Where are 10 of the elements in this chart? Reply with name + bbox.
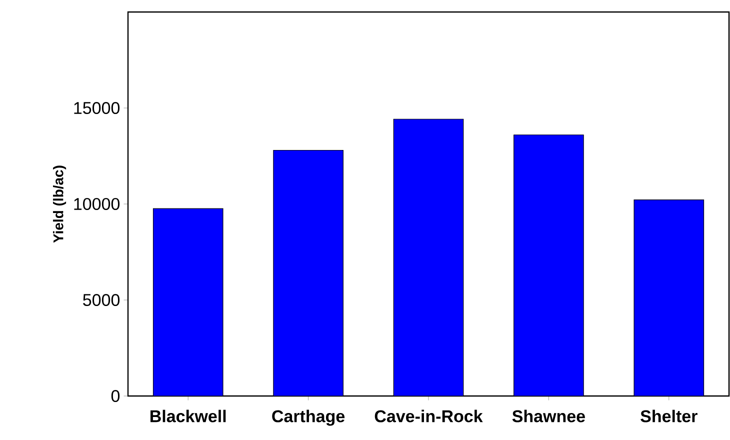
y-tick-label: 0 bbox=[111, 390, 120, 402]
x-tick-label: Cave-in-Rock bbox=[374, 410, 483, 422]
y-tick-label: 5000 bbox=[83, 294, 120, 306]
x-tick-label: Shelter bbox=[640, 410, 698, 422]
y-tick-label: 15000 bbox=[74, 102, 120, 114]
x-tick-label: Shawnee bbox=[512, 410, 585, 422]
y-tick-label: 10000 bbox=[74, 198, 120, 210]
x-tick-label: Blackwell bbox=[150, 410, 226, 422]
x-tick-label: Carthage bbox=[272, 410, 345, 426]
y-axis-title: Yield (lb/ac) bbox=[53, 166, 66, 243]
